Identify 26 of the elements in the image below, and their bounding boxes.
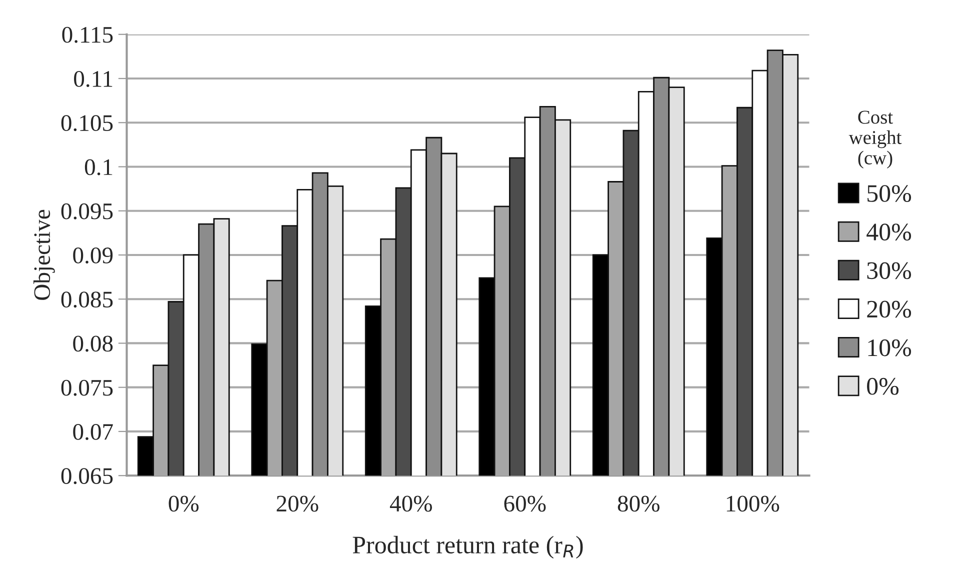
y-tick-label: 0.07 (73, 424, 113, 440)
y-axis-title: Objective (33, 210, 55, 300)
y-tick-label: 0.115 (62, 26, 113, 43)
legend-label: 30% (867, 262, 912, 280)
y-tick-label: 0.085 (61, 292, 113, 308)
y-tick-label: 0.08 (73, 336, 113, 352)
x-tick-label: 20% (276, 496, 318, 512)
x-tick-label: 40% (390, 496, 432, 512)
y-tick-label: 0.065 (61, 468, 113, 484)
y-tick-label: 0.095 (61, 203, 113, 220)
legend-label: 10% (868, 339, 912, 356)
legend-title: Cost weight (cw) (848, 110, 902, 168)
y-tick-label: 0.105 (61, 115, 113, 132)
legend-label: 40% (866, 224, 912, 241)
legend-label: 20% (867, 300, 912, 318)
y-tick-label: 0.09 (73, 247, 113, 264)
y-tick-label: 0.11 (74, 70, 112, 88)
legend-label: 50% (868, 185, 912, 202)
y-tick-label: 0.075 (61, 380, 113, 396)
x-tick-label: 100% (726, 496, 780, 512)
x-axis-title: Product return rate (r$_{R}$) (352, 536, 583, 559)
y-tick-label: 0.1 (84, 159, 112, 176)
x-tick-label: 0% (168, 496, 199, 512)
legend-label: 0% (867, 378, 899, 395)
x-tick-label: 80% (618, 496, 660, 512)
x-tick-label: 60% (504, 496, 546, 512)
